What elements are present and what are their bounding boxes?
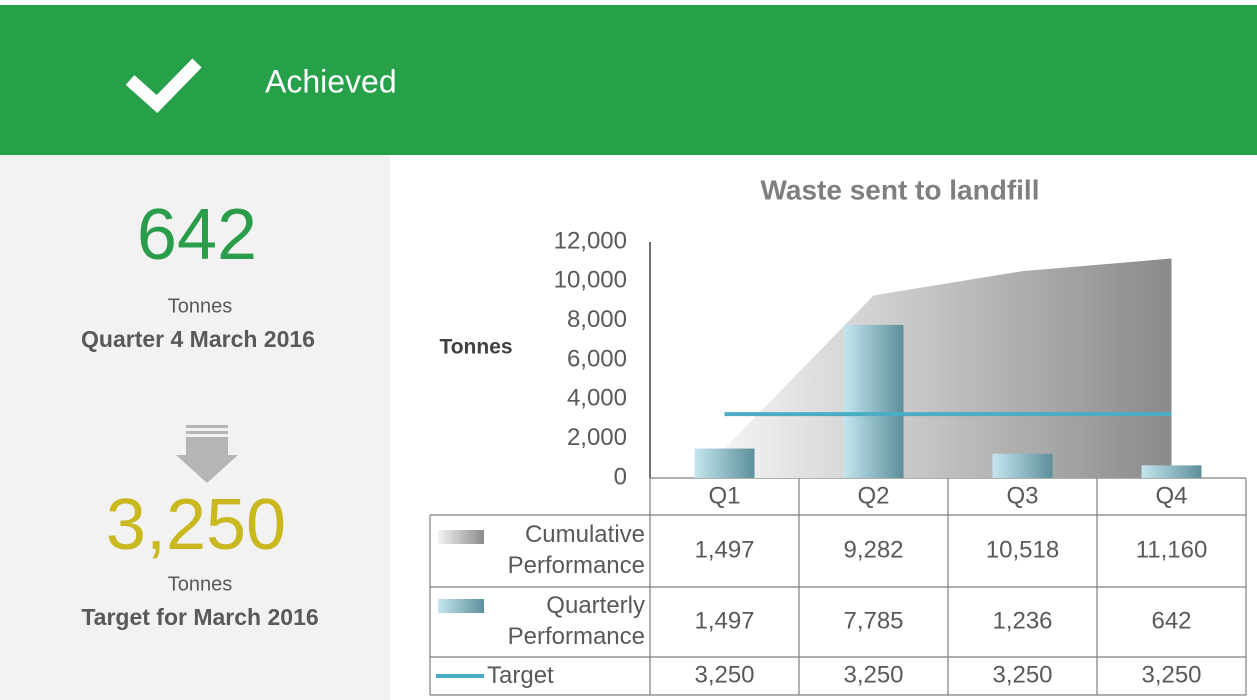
bar [843,324,904,478]
check-icon [125,58,202,113]
table-value: 3,250 [992,661,1052,688]
legend-label: Quarterly Performance [507,592,645,650]
current-unit: Tonnes [168,295,233,317]
table-value: 642 [1151,607,1191,634]
down-arrow [176,425,238,483]
table-value: 11,160 [1136,536,1208,563]
target-value: 3,250 [106,485,286,565]
legend-label: Cumulative Performance [507,521,645,579]
legend-label: Target [487,662,554,689]
legend-swatch [438,530,484,544]
y-tick-label: 4,000 [567,385,627,412]
x-tick-label: Q3 [1006,482,1038,509]
table-value: 3,250 [1141,661,1201,688]
current-period: Quarter 4 March 2016 [81,326,315,352]
bar [992,453,1053,478]
bar [694,448,755,478]
table-value: 9,282 [843,536,903,563]
y-tick-label: 0 [614,463,627,490]
x-tick-label: Q2 [857,482,889,509]
y-tick-label: 10,000 [554,267,627,294]
table-value: 1,236 [992,607,1052,634]
table-value: 3,250 [843,661,903,688]
status: Achieved [265,63,397,99]
table-value: 3,250 [694,661,754,688]
table-value: 7,785 [843,607,903,634]
header-bar [0,5,1257,155]
table-value: 1,497 [694,536,754,563]
bar [1141,465,1202,478]
current-value: 642 [137,195,257,275]
area [724,258,1172,478]
x-tick-label: Q4 [1155,482,1187,509]
y-axis-label: Tonnes [439,336,512,359]
chart-title: Waste sent to landfill [761,174,1040,205]
y-tick-label: 2,000 [567,424,627,451]
table-value: 10,518 [986,536,1059,563]
target-unit: Tonnes [168,573,233,595]
target-period: Target for March 2016 [81,604,318,630]
legend-swatch [438,599,484,613]
y-tick-label: 12,000 [554,227,627,254]
y-tick-label: 6,000 [567,345,627,372]
y-tick-label: 8,000 [567,306,627,333]
x-tick-label: Q1 [708,482,740,509]
table-value: 1,497 [694,607,754,634]
